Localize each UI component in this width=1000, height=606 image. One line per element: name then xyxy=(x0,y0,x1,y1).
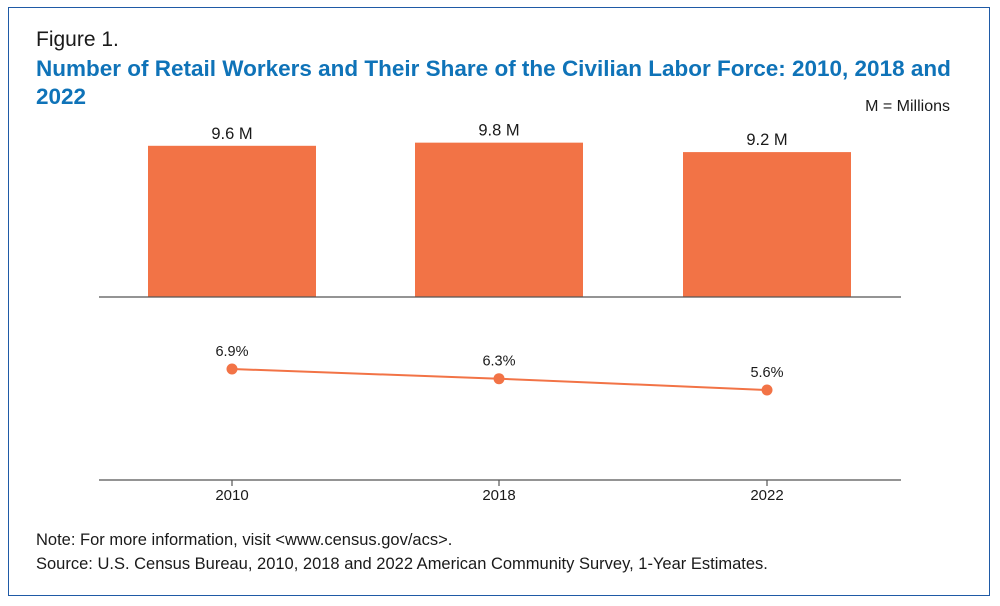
share-point-2010 xyxy=(226,363,238,375)
share-point-2022 xyxy=(761,384,773,396)
x-tick-label-2010: 2010 xyxy=(215,487,248,504)
bar-2022 xyxy=(683,152,851,297)
bar-2010 xyxy=(148,145,316,297)
bar-data-label-2010: 9.6 M xyxy=(211,125,252,143)
share-data-label-2010: 6.9% xyxy=(215,344,248,360)
x-tick-label-2022: 2022 xyxy=(750,487,783,504)
source-text: Source: U.S. Census Bureau, 2010, 2018 a… xyxy=(36,555,768,573)
bar-2018 xyxy=(415,142,583,297)
figure-frame xyxy=(8,7,990,596)
bar-data-label-2022: 9.2 M xyxy=(746,131,787,149)
bar-data-label-2018: 9.8 M xyxy=(478,122,519,140)
note-text: Note: For more information, visit <www.c… xyxy=(36,531,453,549)
figure-title: Number of Retail Workers and Their Share… xyxy=(36,56,951,109)
x-tick-label-2018: 2018 xyxy=(482,487,515,504)
share-data-label-2022: 5.6% xyxy=(750,365,783,381)
figure-label: Figure 1. xyxy=(36,28,119,51)
share-point-2018 xyxy=(493,373,505,385)
notes-block: Note: For more information, visit <www.c… xyxy=(36,528,768,576)
unit-note: M = Millions xyxy=(865,98,950,115)
share-data-label-2018: 6.3% xyxy=(482,354,515,370)
